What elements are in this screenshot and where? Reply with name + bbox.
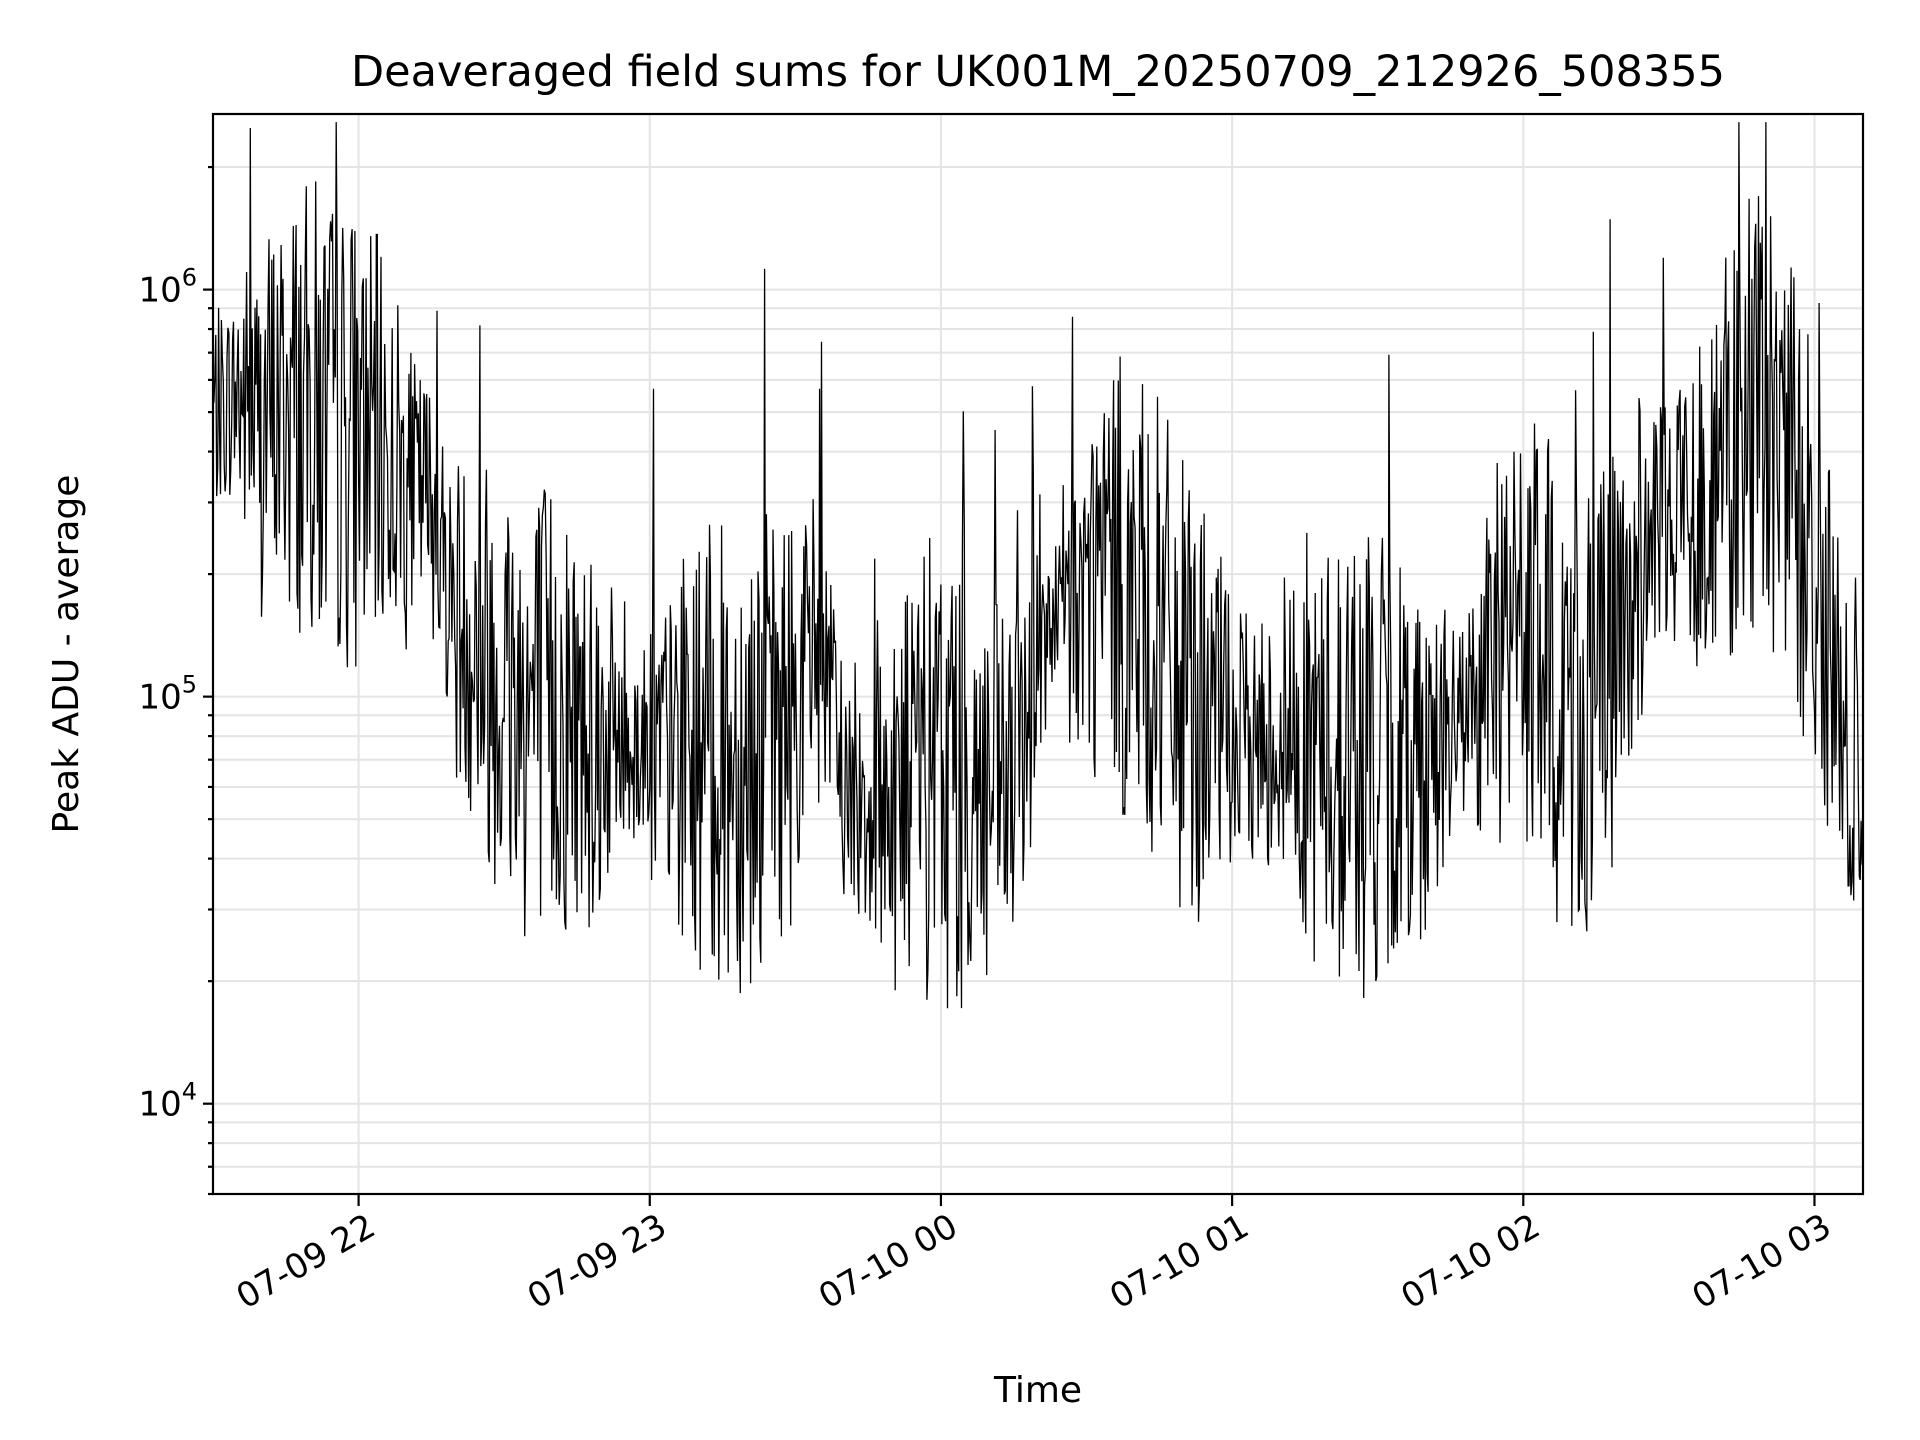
x-tick-label: 07-10 02 xyxy=(1394,1206,1546,1317)
plot-frame xyxy=(211,112,1865,1196)
series-line xyxy=(213,122,1863,1009)
series-layer xyxy=(213,122,1863,1009)
y-tick-label: 104 xyxy=(138,1078,197,1125)
y-tick-label: 105 xyxy=(138,671,197,718)
x-tick-label: 07-10 01 xyxy=(1103,1206,1255,1317)
x-tick-label: 07-10 00 xyxy=(812,1206,964,1317)
x-axis-label: Time xyxy=(993,1370,1082,1411)
chart-title: Deaveraged field sums for UK001M_2025070… xyxy=(351,47,1725,97)
y-axis: 104 105 106 xyxy=(138,165,213,1196)
x-tick-label: 07-10 03 xyxy=(1686,1206,1838,1317)
x-axis: 07-09 22 07-09 23 07-10 00 07-10 01 07-10 02… xyxy=(230,1194,1838,1317)
x-tick-label: 07-09 22 xyxy=(230,1206,382,1317)
y-axis-label: Peak ADU - average xyxy=(46,475,87,834)
y-tick-label: 106 xyxy=(138,264,197,311)
x-tick-label: 07-09 23 xyxy=(521,1206,673,1317)
